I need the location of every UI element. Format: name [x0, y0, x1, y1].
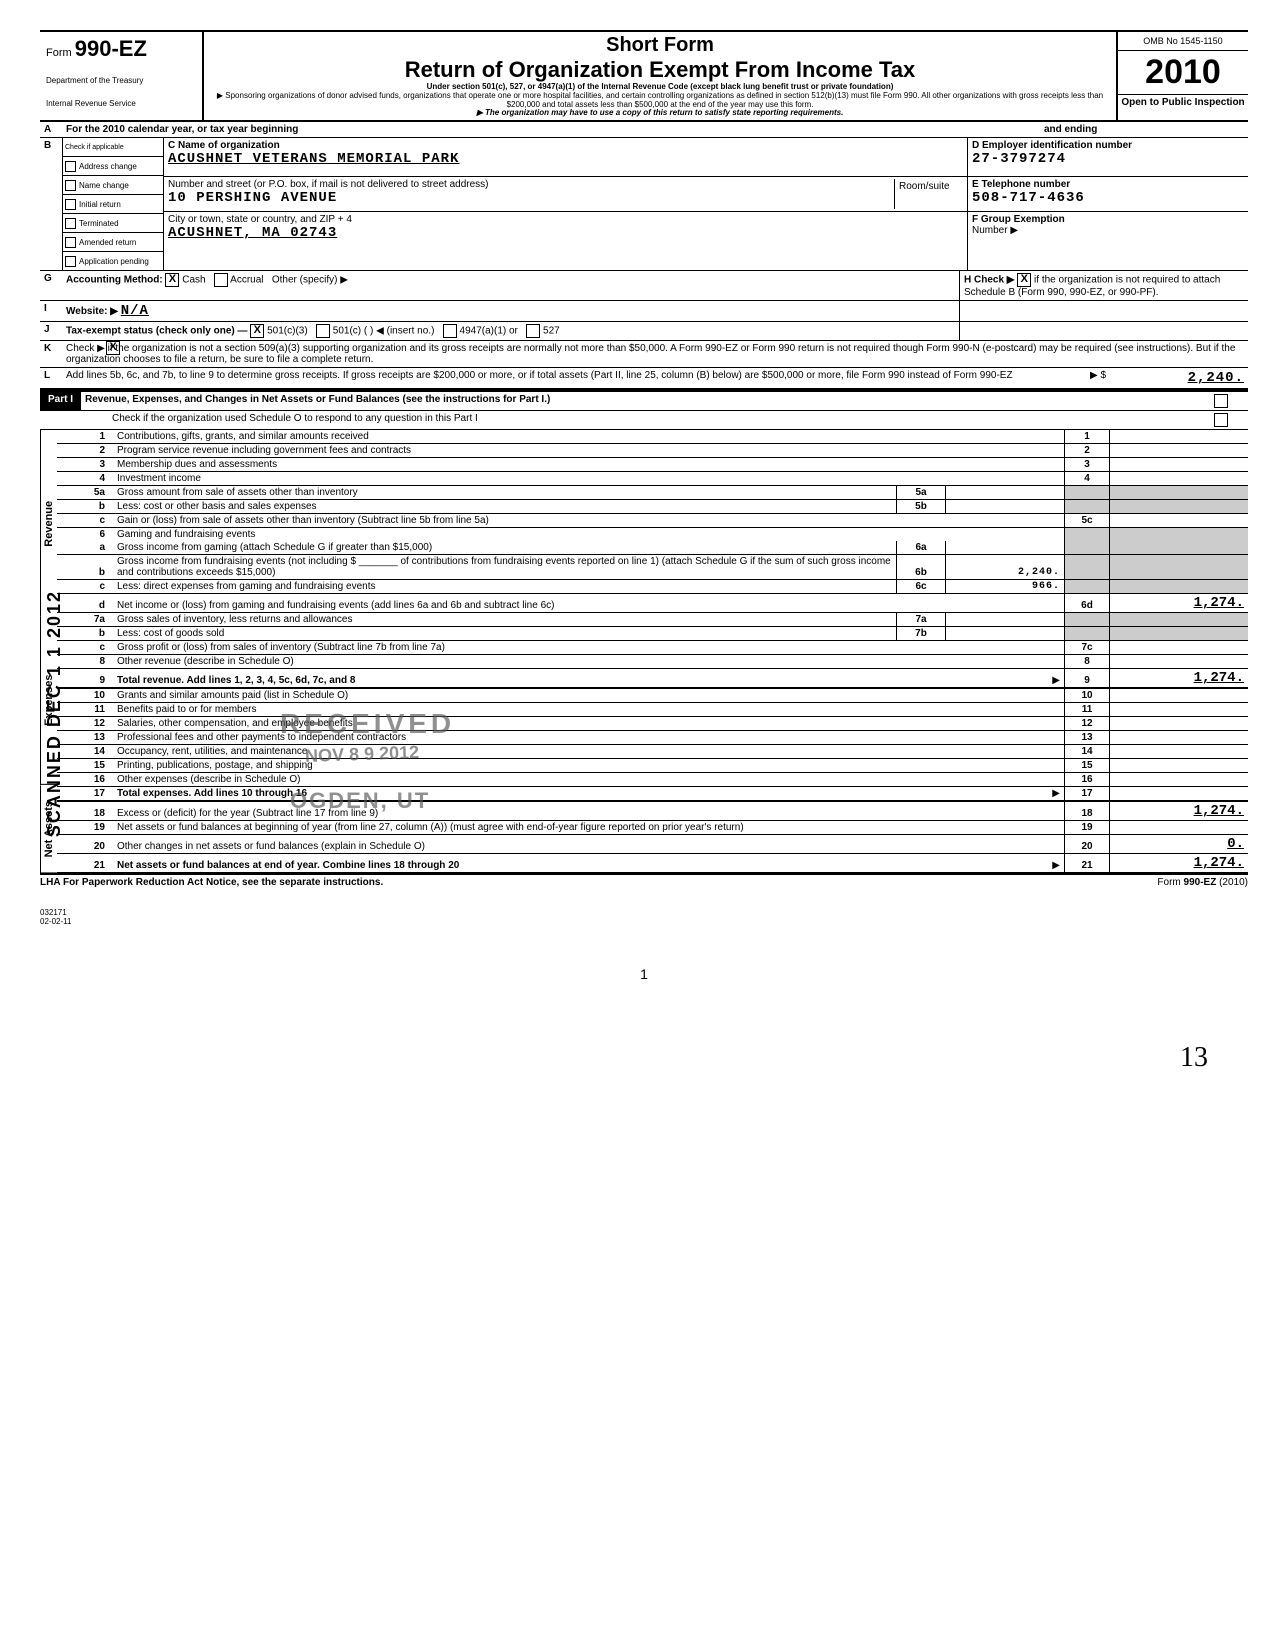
chk-501c3[interactable] — [250, 324, 264, 338]
line-l-arrow: ▶ $ — [1062, 368, 1110, 388]
phone-value: 508-717-4636 — [972, 190, 1244, 206]
label-group-exempt: F Group Exemption — [972, 214, 1244, 225]
netassets-side-label: Net Assets — [40, 785, 57, 873]
part1-header: Part I Revenue, Expenses, and Changes in… — [40, 390, 1248, 411]
title-main: Return of Organization Exempt From Incom… — [212, 57, 1108, 83]
chk-amended[interactable] — [65, 237, 76, 248]
doc-number: 032171 02-02-11 — [40, 908, 1248, 926]
page-number: 1 — [40, 966, 1248, 982]
lbl-initial-return: Initial return — [79, 200, 121, 209]
lbl-address-change: Address change — [79, 162, 137, 171]
chk-4947[interactable] — [443, 324, 457, 338]
lbl-amended: Amended return — [79, 238, 136, 247]
ein-value: 27-3797274 — [972, 151, 1244, 167]
line-g-h: G Accounting Method: Cash Accrual Other … — [40, 270, 1248, 301]
chk-accrual[interactable] — [214, 273, 228, 287]
omb-number: OMB No 1545-1150 — [1118, 32, 1248, 51]
label-ein: D Employer identification number — [972, 140, 1244, 151]
dept-irs: Internal Revenue Service — [46, 99, 196, 108]
section-b-label: B — [40, 138, 63, 270]
lbl-terminated: Terminated — [79, 219, 119, 228]
lbl-501c3: 501(c)(3) — [267, 326, 308, 337]
line-g-label: G — [40, 271, 62, 300]
lbl-insert: ) ◀ (insert no.) — [370, 326, 434, 337]
chk-terminated[interactable] — [65, 218, 76, 229]
subtitle2: Sponsoring organizations of donor advise… — [212, 92, 1108, 110]
line-h-check: H Check ▶ — [964, 275, 1014, 286]
org-name: ACUSHNET VETERANS MEMORIAL PARK — [168, 151, 963, 167]
line-a: A For the 2010 calendar year, or tax yea… — [40, 122, 1248, 138]
form-label: Form — [46, 47, 72, 59]
subtitle3: The organization may have to use a copy … — [212, 109, 1108, 118]
lbl-accrual: Accrual — [230, 275, 263, 286]
lines-grid: RECEIVED NOV 8 9 2012 OGDEN, UT Revenue … — [40, 430, 1248, 875]
tax-exempt-label: Tax-exempt status (check only one) — — [66, 326, 248, 337]
street-address: 10 PERSHING AVENUE — [168, 190, 894, 206]
line-j: J Tax-exempt status (check only one) — 5… — [40, 322, 1248, 341]
line-l-text: Add lines 5b, 6c, and 7b, to line 9 to d… — [62, 368, 1062, 388]
chk-line-k[interactable] — [106, 341, 120, 355]
form-header: Form 990-EZ Department of the Treasury I… — [40, 32, 1248, 122]
chk-schedule-o[interactable] — [1214, 413, 1228, 427]
chk-name-change[interactable] — [65, 180, 76, 191]
section-b-options: Check if applicable Address change Name … — [63, 138, 164, 270]
form-number: 990-EZ — [75, 36, 147, 61]
revenue-side-label: Revenue — [40, 430, 57, 617]
part1-check-o: Check if the organization used Schedule … — [40, 411, 1248, 430]
line-k: K Check ▶ if the organization is not a s… — [40, 341, 1248, 368]
chk-527[interactable] — [526, 324, 540, 338]
signature-mark: 13 — [40, 1042, 1248, 1074]
city-state-zip: ACUSHNET, MA 02743 — [168, 225, 963, 241]
line-l-value: 2,240. — [1110, 368, 1248, 388]
line-a-text: For the 2010 calendar year, or tax year … — [66, 124, 298, 135]
line-k-label: K — [40, 341, 62, 367]
lha-notice: LHA For Paperwork Reduction Act Notice, … — [40, 877, 383, 888]
part1-title: Revenue, Expenses, and Changes in Net As… — [81, 392, 1210, 410]
dept-treasury: Department of the Treasury — [46, 76, 196, 85]
lbl-app-pending: Application pending — [79, 257, 149, 266]
lbl-501c: 501(c) ( — [333, 326, 367, 337]
line-k-text: Check ▶ if the organization is not a sec… — [66, 343, 1235, 365]
entity-block: B Check if applicable Address change Nam… — [40, 138, 1248, 270]
part1-check-o-text: Check if the organization used Schedule … — [108, 411, 1210, 429]
page-footer: LHA For Paperwork Reduction Act Notice, … — [40, 875, 1248, 888]
line-l: L Add lines 5b, 6c, and 7b, to line 9 to… — [40, 368, 1248, 390]
line-i: I Website: ▶ N/A — [40, 301, 1248, 322]
form-ref: Form 990-EZ (2010) — [1157, 877, 1248, 888]
check-if-label: Check if applicable — [63, 138, 163, 157]
label-street: Number and street (or P.O. box, if mail … — [168, 179, 894, 190]
lbl-name-change: Name change — [79, 181, 129, 190]
lines-table: 1Contributions, gifts, grants, and simil… — [57, 430, 1248, 873]
line-a-label: A — [40, 122, 62, 137]
accounting-method-label: Accounting Method: — [66, 275, 163, 286]
label-org-name: C Name of organization — [168, 140, 963, 151]
line-j-label: J — [40, 322, 62, 340]
part1-label: Part I — [40, 392, 81, 410]
tax-year: 2010 — [1118, 51, 1248, 95]
lbl-other: Other (specify) ▶ — [272, 275, 348, 286]
expenses-side-label: Expenses — [40, 617, 57, 785]
label-group-number: Number ▶ — [972, 225, 1244, 236]
website-value: N/A — [121, 303, 149, 319]
label-room: Room/suite — [894, 179, 963, 209]
line-a-ending: and ending — [1040, 122, 1248, 137]
lbl-cash: Cash — [182, 275, 205, 286]
chk-schedule-b[interactable] — [1017, 273, 1031, 287]
open-public: Open to Public Inspection — [1118, 95, 1248, 110]
website-label: Website: ▶ — [66, 306, 118, 317]
label-city: City or town, state or country, and ZIP … — [168, 214, 963, 225]
chk-initial-return[interactable] — [65, 199, 76, 210]
chk-cash[interactable] — [165, 273, 179, 287]
chk-part1[interactable] — [1214, 394, 1228, 408]
chk-address-change[interactable] — [65, 161, 76, 172]
title-short: Short Form — [212, 34, 1108, 57]
line-i-label: I — [40, 301, 62, 321]
chk-app-pending[interactable] — [65, 256, 76, 267]
lbl-4947: 4947(a)(1) or — [460, 326, 518, 337]
line-l-label: L — [40, 368, 62, 388]
label-phone: E Telephone number — [972, 179, 1244, 190]
chk-501c[interactable] — [316, 324, 330, 338]
lbl-527: 527 — [543, 326, 560, 337]
